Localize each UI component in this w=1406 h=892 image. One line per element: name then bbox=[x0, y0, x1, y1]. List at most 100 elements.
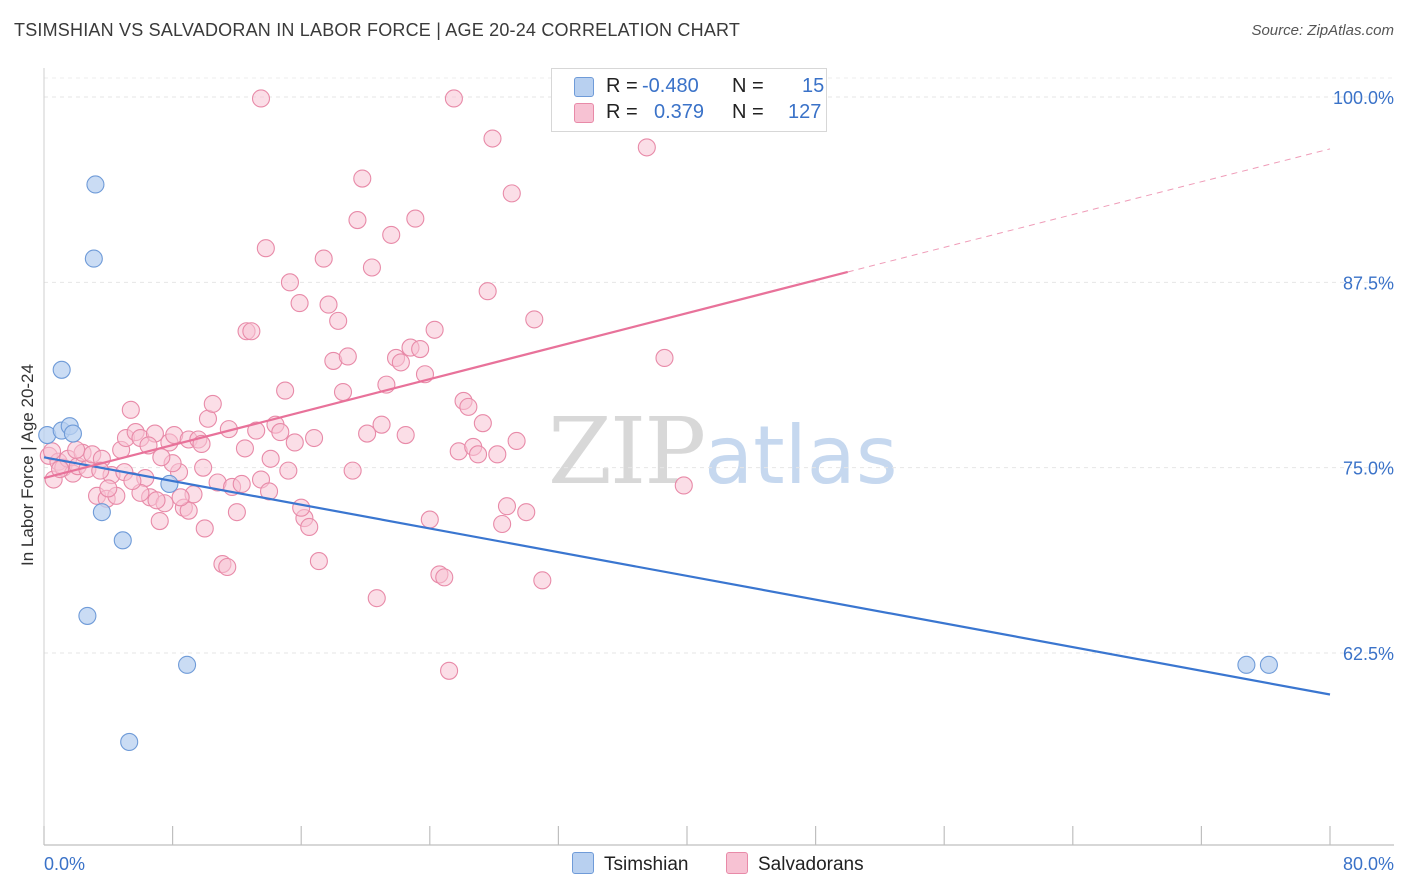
salvadoran-point bbox=[372, 415, 391, 434]
salvadoran-point bbox=[319, 295, 338, 314]
salvadoran-point bbox=[493, 514, 512, 534]
salvadoran-point bbox=[251, 89, 271, 108]
salvadoran-point bbox=[329, 311, 348, 330]
salvadoran-points bbox=[39, 89, 761, 680]
salvadoran-point bbox=[235, 439, 254, 458]
tsimshian-point bbox=[120, 732, 139, 752]
salvadoran-legend-label: Salvadorans bbox=[758, 854, 864, 875]
salvadoran-point bbox=[396, 425, 415, 445]
tsimshian-point bbox=[92, 503, 111, 522]
salvadoran-point bbox=[406, 209, 425, 228]
tsimshian-point bbox=[113, 531, 132, 550]
salvadoran-point bbox=[290, 294, 309, 313]
salvadoran-point bbox=[382, 225, 401, 244]
tsimshian-point bbox=[178, 655, 197, 674]
y-tick-label: 100.0% bbox=[1333, 88, 1394, 108]
salvadoran-point bbox=[261, 449, 280, 468]
salvadoran-point bbox=[420, 510, 439, 529]
salvadoran-trend-line bbox=[43, 270, 849, 480]
salvadoran-point bbox=[99, 479, 118, 498]
tsimshian-point bbox=[84, 249, 103, 268]
tsimshian-point bbox=[52, 360, 71, 379]
salvadoran-point bbox=[391, 353, 410, 372]
salvadoran-point bbox=[533, 571, 552, 590]
salvadoran-legend-swatch bbox=[726, 852, 748, 874]
salvadoran-point bbox=[435, 568, 454, 587]
x-tick-label-max: 80.0% bbox=[1343, 854, 1394, 874]
salvadoran-point bbox=[468, 445, 488, 464]
salvadoran-point bbox=[194, 458, 213, 477]
salvadoran-point bbox=[152, 448, 171, 467]
salvadoran-point bbox=[279, 461, 298, 480]
salvadoran-point bbox=[358, 424, 377, 443]
salvadoran-point bbox=[473, 414, 492, 433]
y-tick-label: 75.0% bbox=[1343, 459, 1394, 479]
salvadoran-point bbox=[483, 129, 502, 148]
salvadoran-point bbox=[203, 394, 222, 413]
legend-n-label: N = bbox=[732, 75, 764, 97]
tsimshian-point bbox=[160, 474, 179, 494]
salvadoran-point bbox=[171, 488, 190, 507]
salvadoran-point bbox=[232, 474, 251, 494]
trend-lines bbox=[43, 148, 1331, 696]
bottom-legend-salvadoran: Salvadorans bbox=[726, 852, 864, 876]
salvadoran-point bbox=[300, 517, 319, 537]
salvadoran-point bbox=[218, 557, 237, 577]
salvadoran-point bbox=[478, 282, 497, 301]
chart-title: TSIMSHIAN VS SALVADORAN IN LABOR FORCE |… bbox=[14, 20, 741, 40]
tsimshian-trend-line bbox=[43, 456, 1331, 696]
salvadoran-swatch bbox=[574, 103, 594, 123]
salvadoran-point bbox=[280, 273, 299, 292]
salvadoran-point bbox=[637, 138, 656, 157]
salvadoran-point bbox=[525, 310, 544, 329]
salvadoran-point bbox=[444, 89, 463, 108]
salvadoran-point bbox=[285, 433, 304, 452]
salvadoran-point bbox=[247, 421, 266, 440]
salvadoran-point bbox=[343, 461, 362, 480]
salvadoran-point bbox=[425, 320, 444, 339]
salvadoran-point bbox=[507, 431, 526, 451]
source-label: Source: ZipAtlas.com bbox=[1251, 22, 1394, 39]
x-tick-label-min: 0.0% bbox=[44, 854, 85, 874]
salvadoran-point bbox=[353, 169, 372, 188]
watermark-atlas: atlas bbox=[704, 409, 898, 502]
salvadoran-point bbox=[242, 322, 261, 341]
salvadoran-point bbox=[314, 249, 333, 268]
correlation-legend: R = -0.480 N = 15 R = 0.379 N = 127 bbox=[551, 68, 827, 132]
tsimshian-points bbox=[38, 175, 1278, 752]
salvadoran-point bbox=[502, 184, 521, 203]
legend-n-value: 15 bbox=[802, 75, 825, 97]
y-axis-label: In Labor Force | Age 20-24 bbox=[18, 364, 37, 566]
tsimshian-point bbox=[78, 606, 97, 625]
tsimshian-legend-swatch bbox=[572, 852, 594, 874]
salvadoran-point bbox=[67, 440, 86, 459]
legend-n-value: 127 bbox=[788, 101, 822, 123]
tsimshian-point bbox=[1237, 655, 1256, 674]
tsimshian-point bbox=[86, 175, 105, 194]
salvadoran-point bbox=[271, 423, 290, 442]
salvadoran-point bbox=[338, 347, 357, 366]
legend-r-value: -0.480 bbox=[642, 75, 699, 97]
salvadoran-point bbox=[309, 552, 328, 571]
salvadoran-point bbox=[256, 239, 275, 258]
legend-n-label: N = bbox=[732, 101, 764, 123]
bottom-legend-tsimshian: Tsimshian bbox=[572, 852, 688, 876]
salvadoran-point bbox=[497, 497, 517, 516]
salvadoran-point bbox=[674, 476, 693, 495]
salvadoran-point bbox=[150, 511, 169, 531]
salvadoran-point bbox=[488, 445, 507, 464]
salvadoran-point bbox=[440, 661, 459, 680]
salvadoran-trend-extension bbox=[847, 148, 1331, 273]
salvadoran-point bbox=[147, 491, 166, 510]
salvadoran-point bbox=[179, 501, 198, 520]
y-tick-label: 62.5% bbox=[1343, 644, 1394, 664]
legend-r-label: R = bbox=[606, 75, 638, 97]
salvadoran-point bbox=[655, 348, 674, 367]
salvadoran-point bbox=[305, 428, 324, 448]
tick-labels: 62.5% 75.0% 87.5% 100.0% 0.0% 80.0% bbox=[44, 88, 1394, 874]
y-tick-label: 87.5% bbox=[1343, 273, 1394, 293]
salvadoran-point bbox=[333, 383, 353, 402]
salvadoran-point bbox=[121, 400, 140, 419]
salvadoran-point bbox=[348, 211, 367, 230]
